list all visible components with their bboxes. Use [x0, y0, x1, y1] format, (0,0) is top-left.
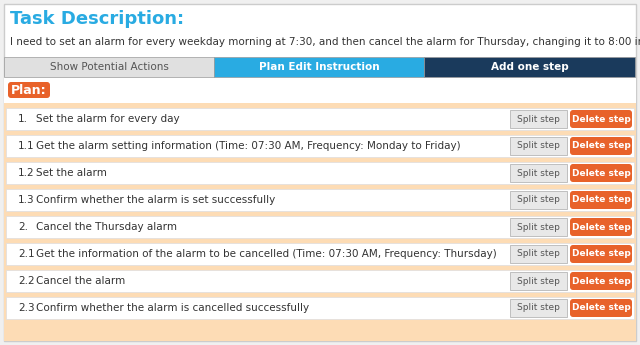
Text: Split step: Split step [517, 223, 560, 231]
Bar [424, 57, 635, 77]
Text: 1.1: 1.1 [18, 141, 35, 151]
Bar [6, 243, 634, 265]
Bar [6, 135, 634, 157]
Bar [4, 103, 636, 341]
Text: Split step: Split step [517, 249, 560, 258]
Text: Plan:: Plan: [11, 83, 47, 97]
Text: Delete step: Delete step [572, 168, 630, 177]
Bar [510, 137, 567, 155]
Text: Delete step: Delete step [572, 196, 630, 205]
Bar [510, 110, 567, 128]
Bar [4, 77, 636, 341]
Text: 1.: 1. [18, 114, 28, 124]
Text: Delete step: Delete step [572, 249, 630, 258]
Text: Delete step: Delete step [572, 304, 630, 313]
Text: I need to set an alarm for every weekday morning at 7:30, and then cancel the al: I need to set an alarm for every weekday… [10, 37, 640, 47]
Text: 1.2: 1.2 [18, 168, 35, 178]
Bar [6, 162, 634, 184]
Text: 2.1: 2.1 [18, 249, 35, 259]
FancyBboxPatch shape [570, 218, 632, 236]
Text: Add one step: Add one step [491, 62, 568, 72]
Text: Split step: Split step [517, 304, 560, 313]
Text: Set the alarm: Set the alarm [36, 168, 107, 178]
Text: 2.2: 2.2 [18, 276, 35, 286]
FancyBboxPatch shape [570, 164, 632, 182]
Bar [510, 299, 567, 317]
Text: Plan Edit Instruction: Plan Edit Instruction [259, 62, 380, 72]
Bar [510, 218, 567, 236]
Text: Task Description:: Task Description: [10, 10, 184, 28]
Text: 1.3: 1.3 [18, 195, 35, 205]
Text: Cancel the alarm: Cancel the alarm [36, 276, 125, 286]
Text: Set the alarm for every day: Set the alarm for every day [36, 114, 180, 124]
Text: Split step: Split step [517, 276, 560, 286]
Bar [214, 57, 424, 77]
FancyBboxPatch shape [570, 299, 632, 317]
Text: Split step: Split step [517, 196, 560, 205]
Bar [510, 272, 567, 290]
FancyBboxPatch shape [8, 82, 50, 98]
Text: Delete step: Delete step [572, 141, 630, 150]
Text: Split step: Split step [517, 141, 560, 150]
Text: Delete step: Delete step [572, 276, 630, 286]
Bar [6, 270, 634, 292]
Text: Delete step: Delete step [572, 115, 630, 124]
FancyBboxPatch shape [570, 110, 632, 128]
Bar [4, 57, 214, 77]
Text: 2.: 2. [18, 222, 28, 232]
Text: Get the alarm setting information (Time: 07:30 AM, Frequency: Monday to Friday): Get the alarm setting information (Time:… [36, 141, 461, 151]
Text: 2.3: 2.3 [18, 303, 35, 313]
Bar [6, 297, 634, 319]
FancyBboxPatch shape [570, 191, 632, 209]
Bar [510, 191, 567, 209]
Bar [510, 164, 567, 182]
FancyBboxPatch shape [570, 272, 632, 290]
Text: Confirm whether the alarm is cancelled successfully: Confirm whether the alarm is cancelled s… [36, 303, 309, 313]
Text: Get the information of the alarm to be cancelled (Time: 07:30 AM, Frequency: Thu: Get the information of the alarm to be c… [36, 249, 497, 259]
Text: Split step: Split step [517, 115, 560, 124]
Bar [6, 216, 634, 238]
Text: Split step: Split step [517, 168, 560, 177]
Text: Cancel the Thursday alarm: Cancel the Thursday alarm [36, 222, 177, 232]
Bar [510, 245, 567, 263]
Text: Delete step: Delete step [572, 223, 630, 231]
Bar [6, 189, 634, 211]
FancyBboxPatch shape [570, 245, 632, 263]
Text: Confirm whether the alarm is set successfully: Confirm whether the alarm is set success… [36, 195, 275, 205]
FancyBboxPatch shape [570, 137, 632, 155]
Bar [6, 108, 634, 130]
Text: Show Potential Actions: Show Potential Actions [49, 62, 168, 72]
